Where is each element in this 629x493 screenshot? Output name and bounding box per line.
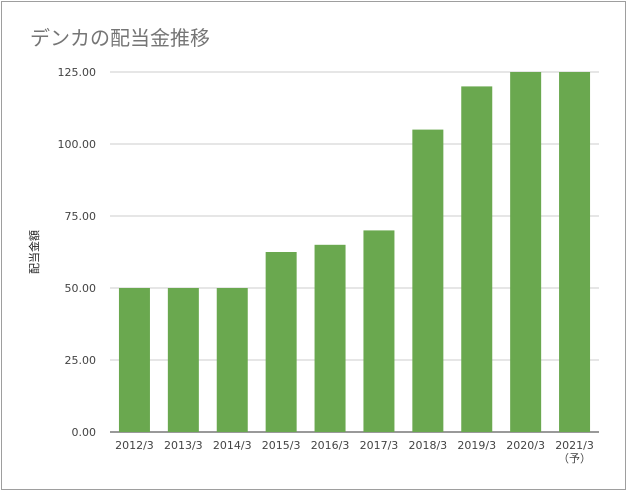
y-tick-label: 25.00 <box>65 354 97 367</box>
y-tick-label: 125.00 <box>58 66 97 79</box>
x-tick-sublabel: （予） <box>558 452 591 465</box>
tick-labels: 0.00 25.00 50.00 75.00 100.00 125.00 2012/3 201… <box>58 66 594 465</box>
bar-2021-3 <box>559 72 591 432</box>
x-tick-label: 2019/3 <box>457 439 496 452</box>
y-tick-label: 100.00 <box>58 138 97 151</box>
y-axis-title: 配当金額 <box>27 230 41 274</box>
bar-2020-3 <box>510 72 542 432</box>
x-tick-label: 2021/3 <box>555 439 594 452</box>
bar-2013-3 <box>167 288 199 432</box>
x-tick-label: 2015/3 <box>262 439 301 452</box>
bar-2016-3 <box>314 244 346 432</box>
x-tick-label: 2016/3 <box>311 439 350 452</box>
chart-title: デンカの配当金推移 <box>30 26 210 50</box>
x-tick-label: 2013/3 <box>164 439 203 452</box>
bar-2014-3 <box>216 288 248 432</box>
x-tick-label: 2014/3 <box>213 439 252 452</box>
y-tick-label: 0.00 <box>72 426 97 439</box>
bar-2017-3 <box>363 230 395 432</box>
y-tick-label: 75.00 <box>65 210 97 223</box>
x-tick-label: 2017/3 <box>360 439 399 452</box>
bar-2019-3 <box>461 86 493 433</box>
bar-2018-3 <box>412 129 444 432</box>
x-tick-label: 2012/3 <box>115 439 154 452</box>
bar-2015-3 <box>265 252 297 432</box>
bar-2012-3 <box>118 288 150 432</box>
bars <box>118 72 591 433</box>
y-tick-label: 50.00 <box>65 282 97 295</box>
x-tick-label: 2018/3 <box>408 439 447 452</box>
x-tick-label: 2020/3 <box>506 439 545 452</box>
